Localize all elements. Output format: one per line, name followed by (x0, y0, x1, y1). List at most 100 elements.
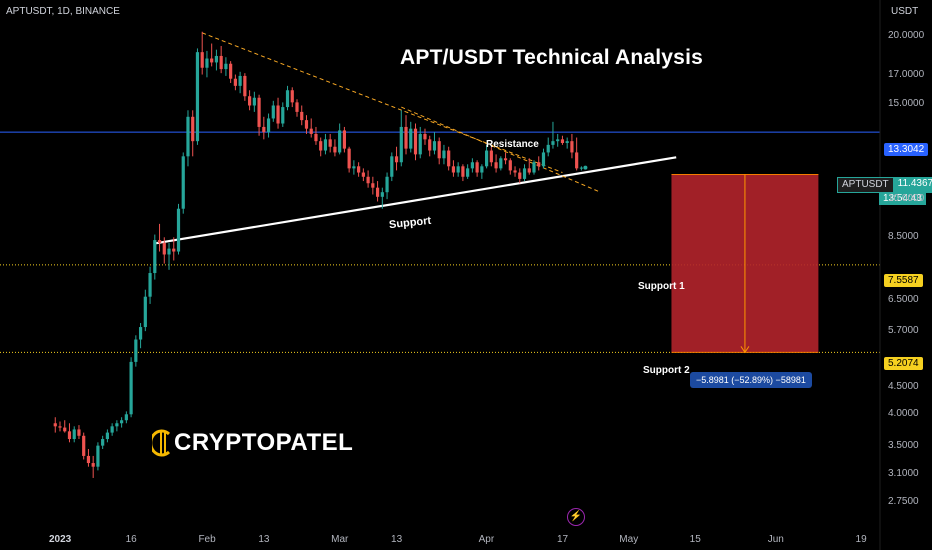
candle-body (290, 90, 294, 103)
y-tick-label: 3.1000 (888, 468, 919, 480)
candle-body (129, 361, 133, 415)
candle (67, 423, 72, 443)
candle (375, 181, 380, 202)
candle-body (575, 152, 579, 169)
candle (570, 133, 574, 159)
candle-body (470, 162, 474, 169)
candle-body (456, 166, 460, 173)
candle (281, 102, 285, 127)
candle (575, 137, 579, 171)
candle (560, 135, 565, 145)
candle (409, 121, 413, 153)
candle-body (148, 273, 152, 297)
candle-body (304, 120, 309, 129)
candle (134, 335, 138, 367)
channel-lower-line (401, 106, 601, 193)
x-tick-label: 2023 (49, 534, 72, 545)
candle (470, 158, 474, 173)
candle (176, 203, 181, 255)
candle (428, 135, 432, 157)
candle (309, 118, 313, 138)
candle (352, 160, 356, 175)
candle (513, 166, 517, 177)
candle-body (409, 128, 413, 149)
candle-body (105, 432, 109, 440)
y-tick-label: 17.0000 (888, 68, 925, 80)
currency-label: USDT (891, 6, 919, 17)
candle (432, 132, 437, 155)
candle (328, 133, 332, 153)
candle-body (257, 97, 261, 127)
symbol-label[interactable]: APTUSDT, 1D, BINANCE (6, 6, 120, 17)
candle-body (399, 126, 403, 163)
y-tick-label: 8.5000 (888, 231, 919, 243)
candle-body (186, 116, 190, 157)
candle-body (323, 139, 328, 151)
candle-body (423, 133, 427, 140)
candle (413, 123, 418, 161)
brand-text: CRYPTOPATEL (174, 429, 354, 456)
candle-body (338, 130, 342, 153)
candle (271, 100, 275, 122)
candle-body (53, 423, 57, 427)
candle (518, 168, 522, 184)
last-price-dot (583, 165, 588, 170)
candle-body (565, 141, 569, 144)
candle-body (300, 111, 304, 121)
brand-coin-icon (152, 429, 171, 457)
x-tick-label: 13 (258, 534, 270, 545)
candle (248, 90, 252, 111)
candle (72, 426, 76, 443)
candle (385, 172, 389, 200)
candle-body (295, 102, 299, 112)
resistance-label: Resistance (486, 139, 539, 150)
candle (63, 420, 67, 433)
candle (91, 455, 95, 478)
x-tick-label: 16 (125, 534, 137, 545)
candle-body (153, 240, 157, 274)
candle-body (447, 150, 451, 167)
candle-body (229, 63, 233, 79)
candle-body (342, 130, 346, 149)
support1-label: Support 1 (638, 281, 685, 292)
candle (541, 148, 546, 169)
candle (456, 162, 460, 177)
candle-body (82, 435, 86, 456)
candle (347, 146, 351, 173)
lightning-icon[interactable]: ⚡ (567, 508, 585, 526)
candle-body (248, 96, 252, 106)
candle (390, 152, 394, 182)
candle-body (181, 156, 185, 209)
candle-body (224, 63, 228, 70)
candle (53, 417, 57, 433)
candle (200, 31, 204, 75)
candle-body (394, 156, 399, 163)
candle (77, 425, 81, 440)
candle-body (77, 429, 81, 436)
candle (96, 442, 100, 471)
candle (257, 94, 261, 136)
trend-drawings (154, 32, 677, 245)
x-tick-label: Apr (478, 534, 495, 545)
candle-body (134, 339, 138, 362)
candle (499, 156, 503, 171)
candle-body (380, 192, 384, 197)
candle-body (518, 172, 522, 179)
candle (195, 48, 200, 145)
candle-body (285, 90, 290, 108)
candle (295, 99, 299, 117)
current-price-tag: APTUSDT 11.4367 13:54:43 (837, 177, 932, 205)
current-symbol: APTUSDT (837, 177, 894, 193)
candle-body (437, 141, 441, 159)
candle (508, 158, 512, 175)
candle-body (157, 240, 162, 243)
y-tick-label: 5.7000 (888, 325, 919, 337)
x-tick-label: 13 (391, 534, 403, 545)
y-tick-label: 2.7500 (888, 496, 919, 508)
x-tick-label: May (619, 534, 639, 545)
candle (442, 144, 446, 165)
candle-body (162, 242, 166, 255)
candle-body (527, 168, 531, 173)
candle-body (361, 172, 365, 177)
